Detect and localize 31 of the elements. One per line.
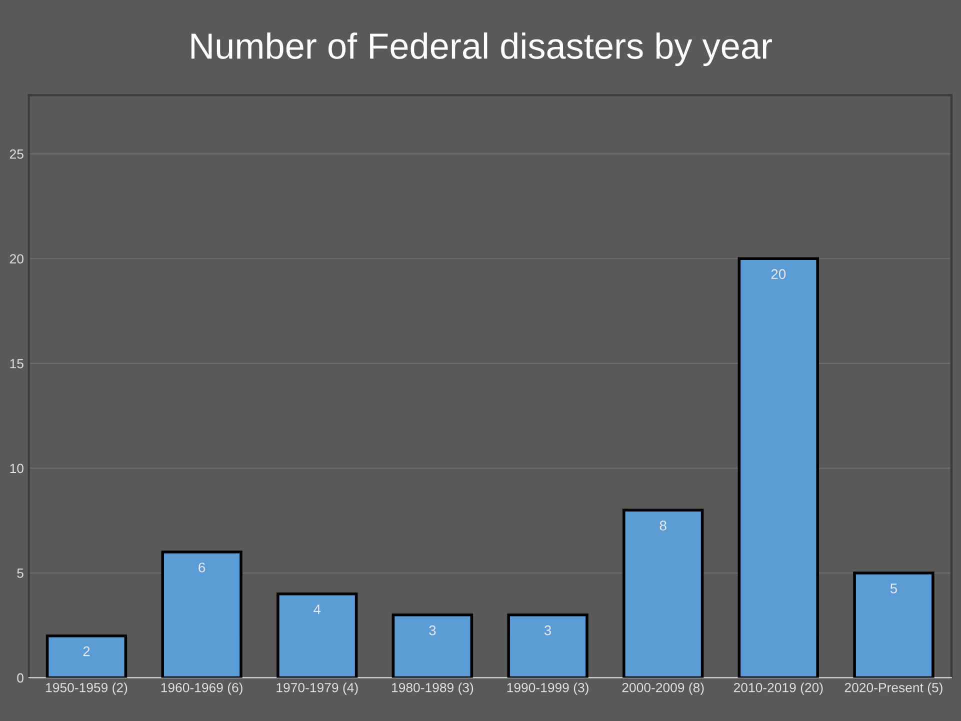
- x-tick-label: 1950-1959 (2): [46, 682, 128, 695]
- x-tick-label: 1960-1969 (6): [161, 682, 242, 695]
- x-tick-label: 2000-2009 (8): [622, 682, 704, 695]
- y-tick-label: 15: [10, 359, 24, 368]
- bar: [46, 634, 128, 678]
- data-label: 2: [83, 646, 90, 656]
- data-label: 4: [314, 604, 321, 614]
- x-tick-label: 1970-1979 (4): [276, 682, 358, 695]
- bar: [276, 592, 358, 678]
- y-tick-label: 5: [17, 568, 24, 578]
- y-tick-label: 10: [10, 464, 24, 474]
- x-tick-label: 1980-1989 (3): [392, 682, 474, 695]
- bar: [853, 572, 934, 678]
- data-label: 3: [544, 625, 552, 636]
- data-label: 20: [771, 269, 786, 280]
- bar: [161, 550, 242, 678]
- bar: [622, 508, 704, 678]
- data-label: 8: [660, 520, 666, 530]
- data-label: 5: [890, 584, 898, 594]
- data-label: 6: [198, 562, 206, 572]
- chart-title: Number of Federal disasters by year: [191, 32, 772, 66]
- y-tick-label: 0: [17, 673, 24, 683]
- x-tick-label: 2010-2019 (20): [734, 682, 823, 695]
- y-tick-label: 20: [10, 254, 24, 264]
- bar: [392, 613, 474, 678]
- x-tick-label: 2020-Present (5): [844, 682, 942, 695]
- data-label: 3: [429, 625, 436, 636]
- bar: [507, 613, 588, 678]
- y-tick-label: 25: [10, 149, 24, 159]
- x-tick-label: 1990-1999 (3): [507, 682, 588, 695]
- bar: [738, 257, 820, 678]
